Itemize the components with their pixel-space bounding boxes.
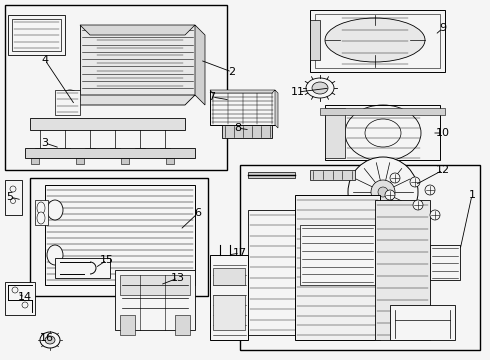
Ellipse shape (10, 186, 16, 192)
Ellipse shape (37, 212, 45, 224)
Text: 8: 8 (234, 123, 242, 133)
Polygon shape (375, 200, 430, 340)
Bar (30, 178, 208, 296)
Text: 11: 11 (291, 87, 305, 97)
Polygon shape (120, 275, 190, 295)
Polygon shape (248, 210, 300, 335)
Bar (425, 58, 435, 66)
Polygon shape (80, 25, 195, 35)
Ellipse shape (60, 90, 80, 110)
Bar (7, 198, 20, 204)
Ellipse shape (12, 287, 18, 293)
Text: 5: 5 (6, 192, 14, 202)
Polygon shape (5, 282, 35, 315)
Polygon shape (12, 19, 61, 51)
Text: 1: 1 (468, 190, 475, 200)
Polygon shape (295, 195, 380, 340)
Bar (240, 165, 480, 350)
Bar (315, 58, 325, 66)
Text: 17: 17 (233, 248, 247, 258)
Ellipse shape (47, 200, 63, 220)
Ellipse shape (348, 157, 418, 227)
Polygon shape (320, 108, 445, 115)
Polygon shape (30, 118, 185, 130)
Ellipse shape (306, 78, 334, 98)
Polygon shape (210, 90, 275, 93)
Ellipse shape (22, 302, 28, 308)
Polygon shape (8, 15, 65, 55)
Text: 7: 7 (208, 92, 216, 102)
Bar (166, 158, 174, 164)
Polygon shape (115, 270, 195, 330)
Polygon shape (175, 315, 190, 335)
Polygon shape (80, 25, 195, 95)
Ellipse shape (312, 82, 328, 94)
Polygon shape (45, 185, 195, 285)
Text: 6: 6 (195, 208, 201, 218)
Polygon shape (315, 14, 440, 68)
Ellipse shape (10, 198, 16, 203)
Polygon shape (70, 95, 195, 105)
Text: 12: 12 (436, 165, 450, 175)
Polygon shape (25, 148, 195, 158)
Bar (95, 37, 185, 89)
Bar (7, 185, 20, 193)
Polygon shape (310, 170, 355, 180)
Polygon shape (310, 20, 320, 60)
Polygon shape (213, 295, 245, 330)
Polygon shape (390, 305, 455, 340)
Bar (5, 5, 227, 170)
Text: 3: 3 (42, 138, 49, 148)
Ellipse shape (325, 18, 425, 62)
Text: 13: 13 (171, 273, 185, 283)
Polygon shape (35, 200, 48, 225)
Bar (121, 158, 129, 164)
Polygon shape (210, 90, 275, 125)
Text: 15: 15 (100, 255, 114, 265)
Ellipse shape (371, 180, 395, 204)
Bar (76, 158, 84, 164)
Ellipse shape (390, 173, 400, 183)
Polygon shape (55, 90, 80, 115)
Polygon shape (120, 315, 135, 335)
Polygon shape (275, 90, 278, 128)
Polygon shape (300, 225, 375, 285)
Ellipse shape (430, 210, 440, 220)
Ellipse shape (413, 200, 423, 210)
Bar (31, 158, 39, 164)
Text: 14: 14 (18, 292, 32, 302)
Ellipse shape (40, 332, 60, 348)
Polygon shape (310, 10, 445, 72)
Text: 9: 9 (440, 23, 446, 33)
Ellipse shape (385, 190, 395, 200)
Polygon shape (55, 258, 110, 278)
Polygon shape (325, 105, 440, 160)
Ellipse shape (37, 202, 45, 214)
Polygon shape (5, 180, 22, 215)
Polygon shape (248, 172, 295, 178)
Text: 2: 2 (228, 67, 236, 77)
Ellipse shape (410, 177, 420, 187)
Bar (425, 14, 435, 22)
Polygon shape (213, 268, 245, 285)
Bar (315, 14, 325, 22)
Polygon shape (210, 255, 248, 340)
Ellipse shape (45, 336, 55, 344)
Polygon shape (195, 25, 205, 105)
Ellipse shape (47, 245, 63, 265)
Ellipse shape (378, 187, 388, 197)
Text: 4: 4 (42, 55, 49, 65)
Polygon shape (325, 108, 345, 158)
Text: 10: 10 (436, 128, 450, 138)
Polygon shape (222, 125, 272, 138)
Ellipse shape (425, 185, 435, 195)
Ellipse shape (65, 95, 75, 105)
Text: 16: 16 (40, 333, 54, 343)
Polygon shape (430, 245, 460, 280)
